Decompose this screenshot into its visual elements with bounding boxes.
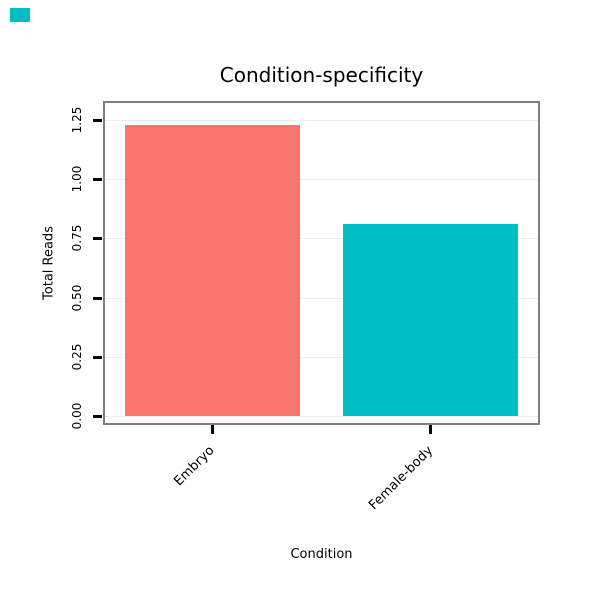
gridline <box>105 179 538 181</box>
gridline <box>105 297 538 299</box>
gridline <box>105 356 538 358</box>
y-tick-mark <box>93 355 102 359</box>
bar-embryo <box>124 124 300 416</box>
gridline <box>105 416 538 417</box>
y-tick-mark <box>93 415 102 418</box>
y-tick-label: 0.75 <box>70 225 84 252</box>
y-tick-label: 1.25 <box>70 106 84 134</box>
y-tick-mark <box>93 119 102 122</box>
y-tick-label: 0.25 <box>70 343 84 371</box>
y-tick-mark <box>93 296 102 300</box>
chart-title: Condition-specificity <box>219 63 424 87</box>
x-tick-mark <box>429 425 433 434</box>
plot-panel <box>103 101 540 425</box>
x-tick-mark <box>210 425 214 434</box>
y-tick-mark <box>93 237 102 241</box>
y-tick-label: 0.00 <box>70 402 84 430</box>
bar-female-body <box>343 224 519 416</box>
x-tick-label: Embryo <box>171 443 218 490</box>
x-axis-title: Condition <box>290 547 353 562</box>
y-tick-label: 0.50 <box>70 284 84 311</box>
plot-area: Condition-specificity Total Reads Condit… <box>42 63 540 562</box>
y-tick-mark <box>93 178 102 182</box>
x-tick-label: Female-body <box>366 443 437 514</box>
corner-color-swatch <box>10 8 30 22</box>
gridline <box>105 120 538 121</box>
y-axis-title: Total Reads <box>41 226 57 300</box>
gridline <box>105 238 538 240</box>
y-tick-label: 1.00 <box>70 165 84 193</box>
